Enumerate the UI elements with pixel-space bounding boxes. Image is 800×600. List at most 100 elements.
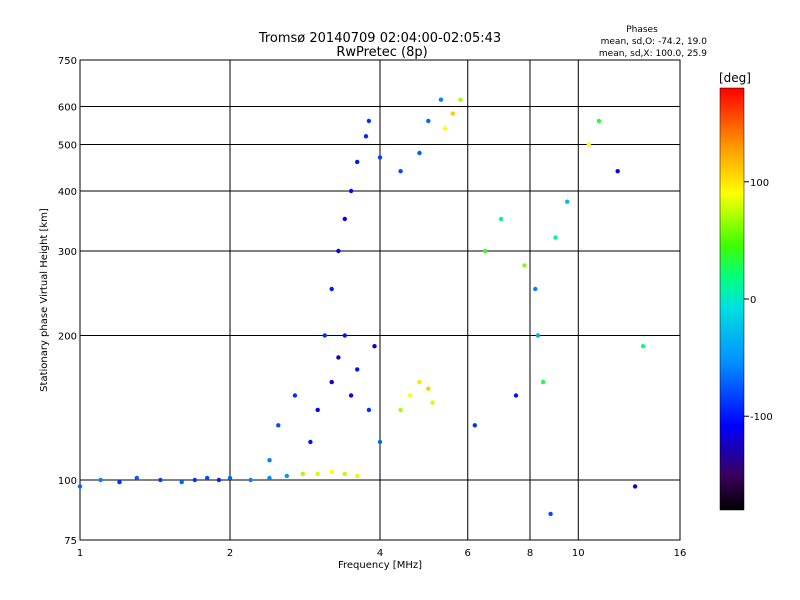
x-tick-label: 2 xyxy=(227,548,233,559)
data-point xyxy=(377,155,383,160)
data-point xyxy=(398,169,403,174)
y-tick-label: 300 xyxy=(58,247,77,258)
data-point xyxy=(522,263,527,268)
data-point xyxy=(615,169,620,174)
data-point xyxy=(450,111,455,116)
data-point xyxy=(336,248,341,254)
grid xyxy=(80,60,680,540)
data-point xyxy=(342,333,347,338)
data-point xyxy=(377,439,383,445)
y-axis-label: Stationary phase Virtual Height [km] xyxy=(39,208,50,392)
axis-ticks: 1 2 4 6 8 10 16 75 100 200 300 400 500 600 750 xyxy=(58,56,686,559)
data-point xyxy=(355,367,360,372)
data-point xyxy=(553,235,558,240)
data-point xyxy=(472,423,477,428)
data-point xyxy=(408,393,413,398)
data-point xyxy=(355,159,360,165)
data-point xyxy=(98,477,103,483)
data-point xyxy=(248,477,253,483)
data-point xyxy=(632,484,638,489)
data-point xyxy=(596,118,602,124)
y-tick-label: 200 xyxy=(58,332,77,343)
data-point xyxy=(513,393,519,398)
data-point xyxy=(442,126,448,131)
data-point xyxy=(329,469,334,475)
x-tick-label: 10 xyxy=(572,548,585,559)
stats-title: Phases xyxy=(626,25,658,35)
data-point xyxy=(117,479,122,485)
data-point xyxy=(426,118,431,124)
chart-title: Tromsø 20140709 02:04:00-02:05:43 xyxy=(258,31,501,46)
data-point xyxy=(355,473,360,479)
colorbar-tick-label: 100 xyxy=(750,178,769,189)
data-point xyxy=(641,344,646,349)
data-point xyxy=(342,216,347,222)
x-tick-label: 4 xyxy=(377,548,383,559)
data-point xyxy=(267,458,272,463)
data-point xyxy=(417,150,422,156)
y-tick-label: 400 xyxy=(58,187,77,198)
data-point xyxy=(348,393,354,398)
stats-x-line: mean, sd,X: 100.0, 25.9 xyxy=(599,49,707,59)
data-point xyxy=(540,379,546,385)
data-point xyxy=(363,134,369,139)
x-tick-label: 8 xyxy=(527,548,533,559)
data-point xyxy=(417,379,422,385)
data-point xyxy=(179,479,184,485)
data-point xyxy=(329,379,334,385)
x-tick-label: 6 xyxy=(465,548,471,559)
data-point xyxy=(482,248,488,254)
data-point xyxy=(308,439,313,445)
data-point xyxy=(498,216,504,222)
data-point xyxy=(276,423,281,428)
data-point xyxy=(300,471,305,477)
y-tick-label: 600 xyxy=(58,103,77,114)
chart-subtitle: RwPretec (8p) xyxy=(336,45,427,60)
data-point xyxy=(366,118,372,124)
data-point xyxy=(336,355,341,360)
y-tick-label: 750 xyxy=(58,56,77,67)
data-point xyxy=(216,477,222,483)
colorbar-label: [deg] xyxy=(719,71,751,85)
data-point xyxy=(430,400,435,405)
data-point xyxy=(565,199,570,204)
data-point xyxy=(284,473,289,479)
data-point xyxy=(372,344,377,349)
y-tick-label: 500 xyxy=(58,141,77,152)
stats-o-line: mean, sd,O: -74.2, 19.0 xyxy=(601,37,708,47)
data-point xyxy=(398,407,403,413)
data-point xyxy=(533,286,538,292)
data-point xyxy=(548,511,553,517)
colorbar-tick-label: -100 xyxy=(750,412,773,423)
colorbar-tick-label: 0 xyxy=(750,295,756,306)
data-point xyxy=(227,475,233,481)
data-point xyxy=(192,477,197,483)
data-point xyxy=(77,484,83,489)
data-point xyxy=(329,286,334,292)
data-point xyxy=(322,333,327,338)
data-point xyxy=(458,97,463,102)
data-point xyxy=(366,407,372,413)
data-point xyxy=(205,475,210,481)
data-point xyxy=(315,471,320,477)
data-point xyxy=(348,188,354,194)
x-tick-label: 16 xyxy=(674,548,687,559)
data-point xyxy=(315,407,320,413)
x-tick-label: 1 xyxy=(77,548,83,559)
colorbar xyxy=(719,87,745,511)
data-point xyxy=(438,97,444,102)
data-point xyxy=(535,333,541,338)
y-tick-label: 75 xyxy=(64,536,77,547)
data-point xyxy=(292,393,298,398)
colorbar-ticks: 100 0 -100 xyxy=(744,178,773,423)
x-axis-label: Frequency [MHz] xyxy=(338,560,422,571)
data-point xyxy=(342,471,347,477)
data-point xyxy=(134,475,139,481)
data-point xyxy=(267,475,272,481)
data-points xyxy=(77,97,646,517)
data-point xyxy=(426,386,431,391)
y-tick-label: 100 xyxy=(58,476,77,487)
data-point xyxy=(586,142,591,147)
data-point xyxy=(158,477,163,483)
